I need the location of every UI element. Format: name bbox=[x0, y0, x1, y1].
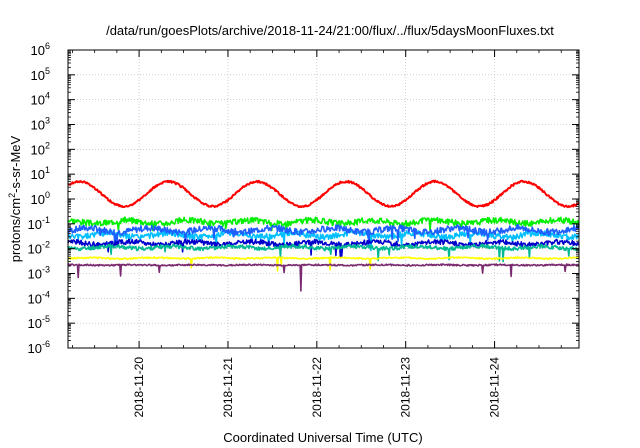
y-tick-label: 10-2 bbox=[28, 240, 50, 257]
series-layer bbox=[67, 179, 580, 292]
x-axis-label: Coordinated Universal Time (UTC) bbox=[223, 430, 422, 445]
y-axis-label-rest: -s-sr-MeV bbox=[8, 135, 23, 192]
y-tick-label: 105 bbox=[31, 66, 50, 83]
series-line bbox=[67, 256, 580, 272]
series-line bbox=[67, 243, 580, 263]
y-tick-base: 10 bbox=[31, 68, 45, 83]
y-tick-exponent: 6 bbox=[45, 41, 50, 51]
gridlines bbox=[68, 50, 579, 348]
y-tick-exponent: -4 bbox=[42, 289, 50, 299]
y-tick-label: 100 bbox=[31, 190, 50, 207]
y-tick-base: 10 bbox=[31, 142, 45, 157]
x-tick-label: 2018-11-22 bbox=[310, 357, 324, 418]
x-tick-label: 2018-11-24 bbox=[488, 357, 502, 418]
x-tick-label: 2018-11-21 bbox=[221, 357, 235, 418]
y-tick-label: 10-3 bbox=[28, 265, 50, 282]
y-tick-base: 10 bbox=[31, 192, 45, 207]
series-line bbox=[67, 224, 580, 246]
y-tick-label: 104 bbox=[31, 91, 50, 108]
y-tick-base: 10 bbox=[31, 167, 45, 182]
y-tick-base: 10 bbox=[28, 267, 42, 282]
y-tick-label: 103 bbox=[31, 116, 50, 133]
y-tick-label: 102 bbox=[31, 140, 50, 157]
y-tick-exponent: -3 bbox=[42, 265, 50, 275]
y-tick-label: 10-4 bbox=[28, 289, 50, 306]
y-tick-base: 10 bbox=[28, 217, 42, 232]
series-line bbox=[67, 263, 580, 292]
y-tick-label: 106 bbox=[31, 41, 50, 58]
y-tick-exponent: 2 bbox=[45, 140, 50, 150]
y-axis-label-superscript: 2 bbox=[7, 193, 17, 198]
x-tick-label: 2018-11-23 bbox=[399, 357, 413, 418]
y-tick-base: 10 bbox=[28, 341, 42, 356]
y-tick-base: 10 bbox=[31, 93, 45, 108]
y-tick-exponent: -2 bbox=[42, 240, 50, 250]
x-tick-label: 2018-11-20 bbox=[132, 357, 146, 418]
y-tick-exponent: -6 bbox=[42, 339, 50, 349]
y-tick-label: 10-5 bbox=[28, 314, 50, 331]
y-tick-base: 10 bbox=[31, 118, 45, 133]
chart-title: /data/run/goesPlots/archive/2018-11-24/2… bbox=[106, 23, 554, 38]
y-tick-exponent: -5 bbox=[42, 314, 50, 324]
series-line bbox=[67, 238, 580, 258]
y-tick-exponent: 4 bbox=[45, 91, 50, 101]
y-tick-base: 10 bbox=[31, 43, 45, 58]
y-axis-label: protons/cm2-s-sr-MeV bbox=[7, 135, 23, 262]
x-axis: 2018-11-20 2018-11-21 2018-11-22 2018-11-23… bbox=[72, 50, 562, 418]
y-tick-base: 10 bbox=[28, 242, 42, 257]
series-line bbox=[67, 179, 580, 209]
y-axis-label-unit: protons/cm bbox=[8, 198, 23, 262]
y-tick-base: 10 bbox=[28, 316, 42, 331]
y-tick-exponent: 1 bbox=[45, 165, 50, 175]
y-tick-exponent: 0 bbox=[45, 190, 50, 200]
y-tick-exponent: 5 bbox=[45, 66, 50, 76]
series-line bbox=[67, 229, 580, 252]
y-tick-label: 10-1 bbox=[28, 215, 50, 232]
y-tick-label: 101 bbox=[31, 165, 50, 182]
y-tick-base: 10 bbox=[28, 291, 42, 306]
y-tick-exponent: 3 bbox=[45, 116, 50, 126]
y-tick-label: 10-6 bbox=[28, 339, 50, 356]
y-axis: 10-610-510-410-310-210-11001011021031041… bbox=[28, 41, 579, 356]
y-tick-exponent: -1 bbox=[42, 215, 50, 225]
